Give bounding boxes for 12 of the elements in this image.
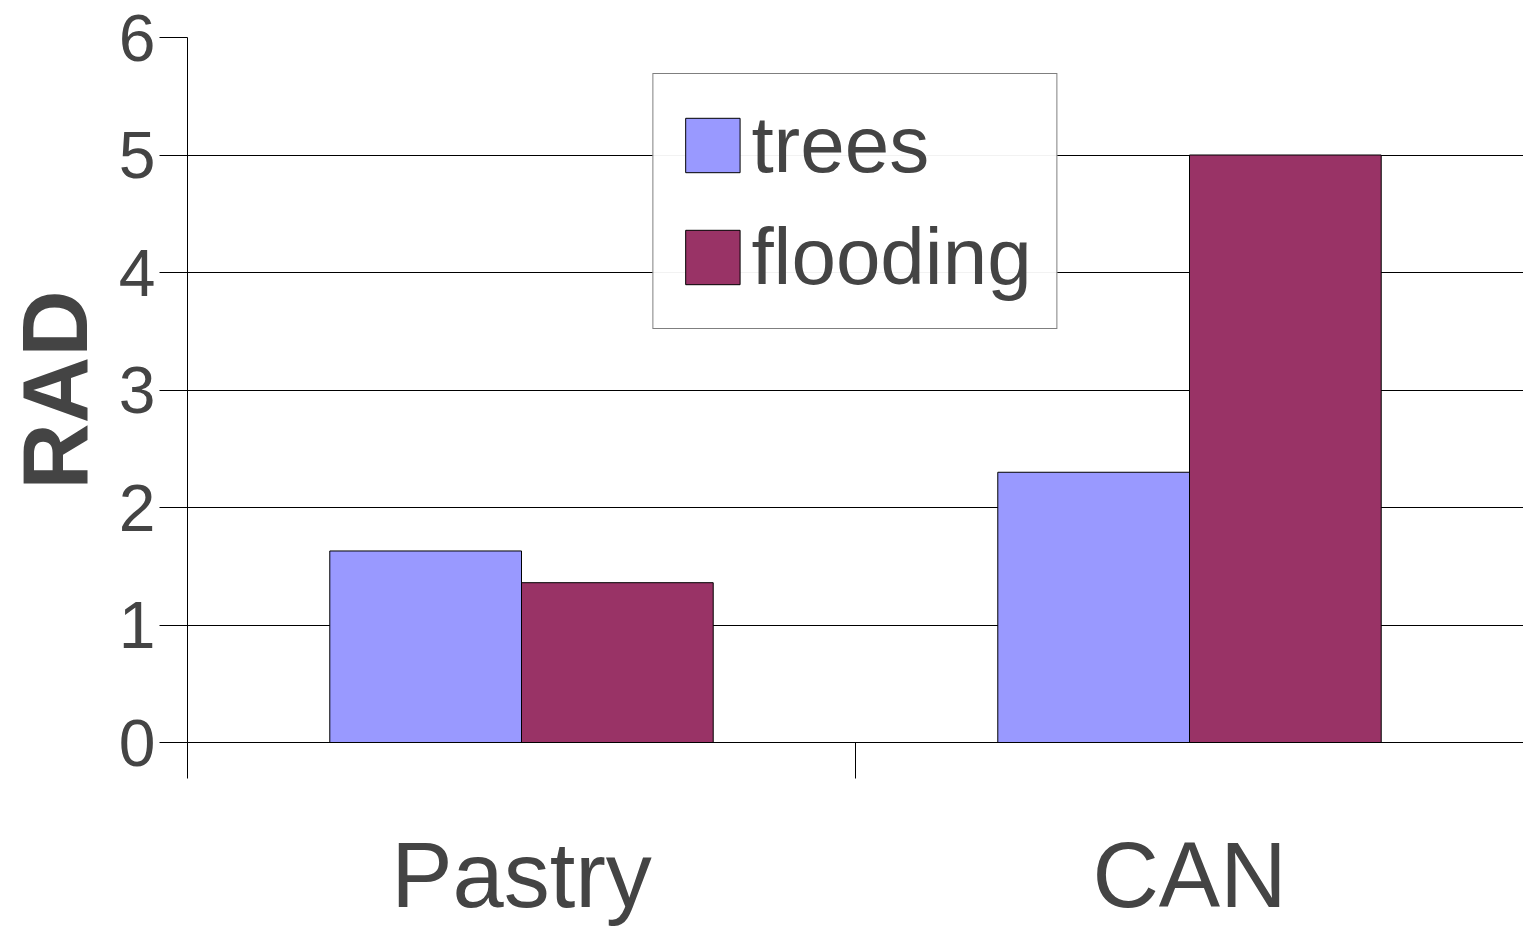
y-tick-label: 6	[118, 0, 156, 75]
y-tick-label: 1	[118, 588, 156, 662]
y-tick-label: 0	[118, 705, 156, 780]
y-tick-label: 2	[118, 470, 156, 545]
legend-label: flooding	[751, 211, 1032, 303]
x-tick-label: Pastry	[391, 823, 652, 926]
x-tick-label: CAN	[1092, 823, 1287, 926]
y-tick-label: 4	[118, 235, 156, 310]
legend-label: trees	[751, 99, 930, 191]
y-tick-label: 5	[118, 118, 156, 192]
y-tick-label: 3	[118, 353, 156, 427]
y-axis-title: RAD	[3, 290, 106, 490]
